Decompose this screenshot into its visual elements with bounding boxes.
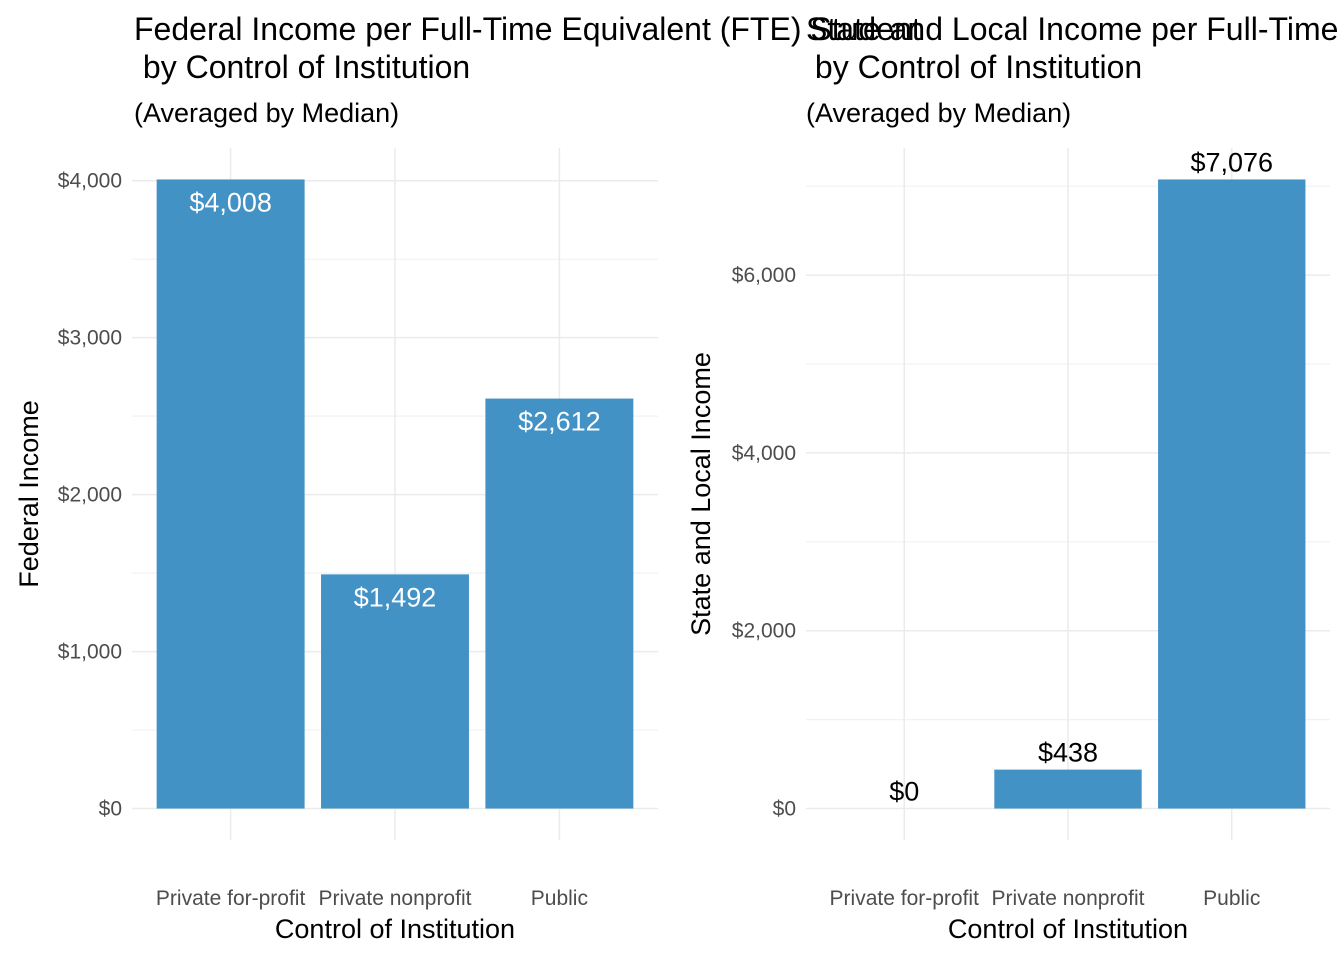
y-axis-title: State and Local Income (686, 352, 716, 636)
y-tick-label: $3,000 (58, 327, 122, 350)
chart-subtitle: (Averaged by Median) (134, 98, 399, 128)
bar-value-label: $2,612 (518, 407, 601, 437)
x-axis-title: Control of Institution (275, 914, 515, 944)
chart-title: Federal Income per Full-Time Equivalent … (134, 11, 921, 47)
chart-title-line2: by Control of Institution (134, 49, 470, 85)
bar-value-label: $7,076 (1190, 147, 1273, 177)
x-tick-label: Public (531, 887, 588, 910)
y-axis-title: Federal Income (14, 400, 44, 588)
chart-panel-2: $0 $2,000 $4,000 $6,000 $0 $438 $7,076 Private … (686, 11, 1344, 944)
y-tick-label: $6,000 (732, 264, 796, 287)
bar-value-label: $1,492 (354, 582, 437, 612)
x-tick-label: Public (1203, 887, 1260, 910)
y-tick-label: $1,000 (58, 641, 122, 664)
bar-private-nonprofit (321, 574, 469, 809)
x-tick-label: Private nonprofit (319, 887, 472, 910)
y-tick-label: $0 (773, 798, 796, 821)
bar-public (1158, 179, 1306, 809)
y-tick-label: $4,000 (58, 170, 122, 193)
x-tick-label: Private for-profit (156, 887, 306, 910)
chart-title: State and Local Income per Full-Time Equ… (806, 11, 1344, 47)
bar-value-label: $0 (889, 777, 919, 807)
y-tick-label: $4,000 (732, 442, 796, 465)
chart-title-line2: by Control of Institution (806, 49, 1142, 85)
x-axis-title: Control of Institution (948, 914, 1188, 944)
bar-public (485, 398, 634, 809)
y-tick-label: $0 (99, 798, 122, 821)
x-tick-label: Private for-profit (830, 887, 980, 910)
bar-private-for-profit (156, 179, 305, 809)
x-tick-label: Private nonprofit (992, 887, 1145, 910)
y-tick-label: $2,000 (58, 484, 122, 507)
bar-value-label: $4,008 (189, 187, 272, 217)
chart-panel-1: $0 $1,000 $2,000 $3,000 $4,000 $4,008 $1,492 $2… (14, 11, 921, 944)
bar-private-nonprofit (994, 769, 1142, 809)
chart-subtitle: (Averaged by Median) (806, 98, 1071, 128)
y-tick-label: $2,000 (732, 620, 796, 643)
bar-value-label: $438 (1038, 738, 1098, 768)
